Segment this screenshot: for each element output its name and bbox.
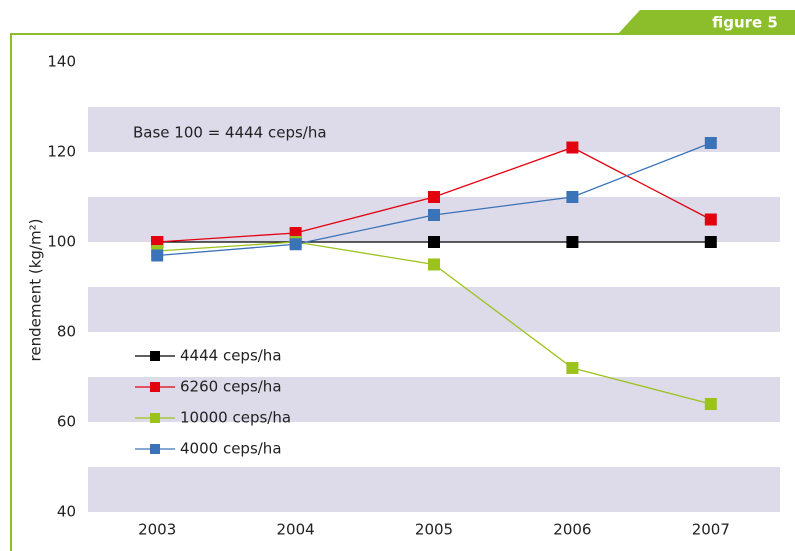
marker	[428, 191, 440, 203]
marker	[289, 238, 302, 251]
legend-marker	[150, 413, 160, 423]
y-tick-label: 100	[47, 233, 76, 251]
x-tick-label: 2006	[553, 521, 591, 539]
legend-label: 6260 ceps/ha	[180, 378, 282, 396]
band	[88, 287, 780, 332]
annotation: Base 100 = 4444 ceps/ha	[133, 124, 327, 142]
figure-tab	[618, 10, 795, 34]
band	[88, 377, 780, 422]
legend-label: 4000 ceps/ha	[180, 440, 282, 458]
band	[88, 107, 780, 152]
marker	[428, 209, 440, 221]
figure-label: figure 5	[712, 14, 778, 32]
marker	[704, 398, 717, 410]
y-tick-label: 40	[57, 503, 76, 521]
x-tick-label: 2004	[277, 521, 315, 539]
marker	[704, 213, 717, 226]
marker	[428, 258, 440, 271]
y-tick-label: 120	[47, 143, 76, 161]
legend-marker	[150, 444, 160, 454]
y-tick-label: 140	[47, 53, 76, 71]
marker	[566, 362, 579, 374]
legend-marker	[150, 382, 160, 392]
band	[88, 467, 780, 512]
marker	[428, 236, 440, 248]
legend-label: 4444 ceps/ha	[180, 347, 282, 365]
marker	[566, 141, 579, 154]
legend-label: 10000 ceps/ha	[180, 409, 291, 427]
x-tick-label: 2005	[415, 521, 453, 539]
marker	[566, 191, 579, 203]
marker	[566, 236, 579, 248]
legend-marker	[150, 351, 160, 361]
y-tick-label: 80	[57, 323, 76, 341]
marker	[151, 249, 164, 262]
x-tick-label: 2003	[138, 521, 176, 539]
y-tick-label: 60	[57, 413, 76, 431]
marker	[704, 236, 717, 248]
x-tick-label: 2007	[692, 521, 730, 539]
marker	[704, 137, 717, 149]
y-axis-label: rendement (kg/m²)	[27, 219, 45, 362]
